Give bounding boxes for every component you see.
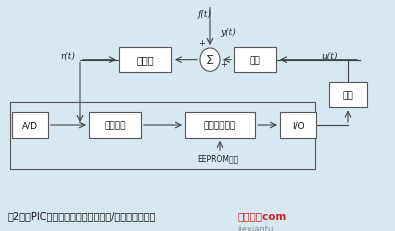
Text: u(t): u(t) (322, 51, 338, 60)
Text: y(t): y(t) (220, 28, 236, 37)
Text: 驱动: 驱动 (342, 91, 354, 100)
Text: 图2基于PIC单片机步进电机自适广．/制系统组成框图: 图2基于PIC单片机步进电机自适广．/制系统组成框图 (8, 210, 156, 220)
Text: I/O: I/O (292, 121, 304, 130)
Text: 传感器: 传感器 (136, 55, 154, 65)
Text: 对象: 对象 (250, 56, 260, 65)
Text: +: + (220, 59, 228, 68)
Bar (119, 48, 171, 73)
Text: Σ: Σ (206, 54, 214, 67)
Bar (10, 102, 315, 170)
Bar (280, 113, 316, 138)
Text: 参考模型: 参考模型 (104, 121, 126, 130)
Text: 自适应控制器: 自适应控制器 (204, 121, 236, 130)
Text: f(t): f(t) (198, 9, 212, 18)
Bar (12, 113, 48, 138)
Bar (234, 48, 276, 73)
Circle shape (200, 49, 220, 72)
Text: +: + (199, 39, 205, 47)
Text: A/D: A/D (22, 121, 38, 130)
Text: r(t): r(t) (60, 51, 75, 60)
Text: 接线图．com: 接线图．com (237, 210, 286, 220)
Text: EEPROM片道: EEPROM片道 (198, 153, 239, 162)
Bar (329, 82, 367, 108)
Text: jiexiantu: jiexiantu (237, 224, 273, 231)
Bar (185, 113, 255, 138)
Bar (89, 113, 141, 138)
